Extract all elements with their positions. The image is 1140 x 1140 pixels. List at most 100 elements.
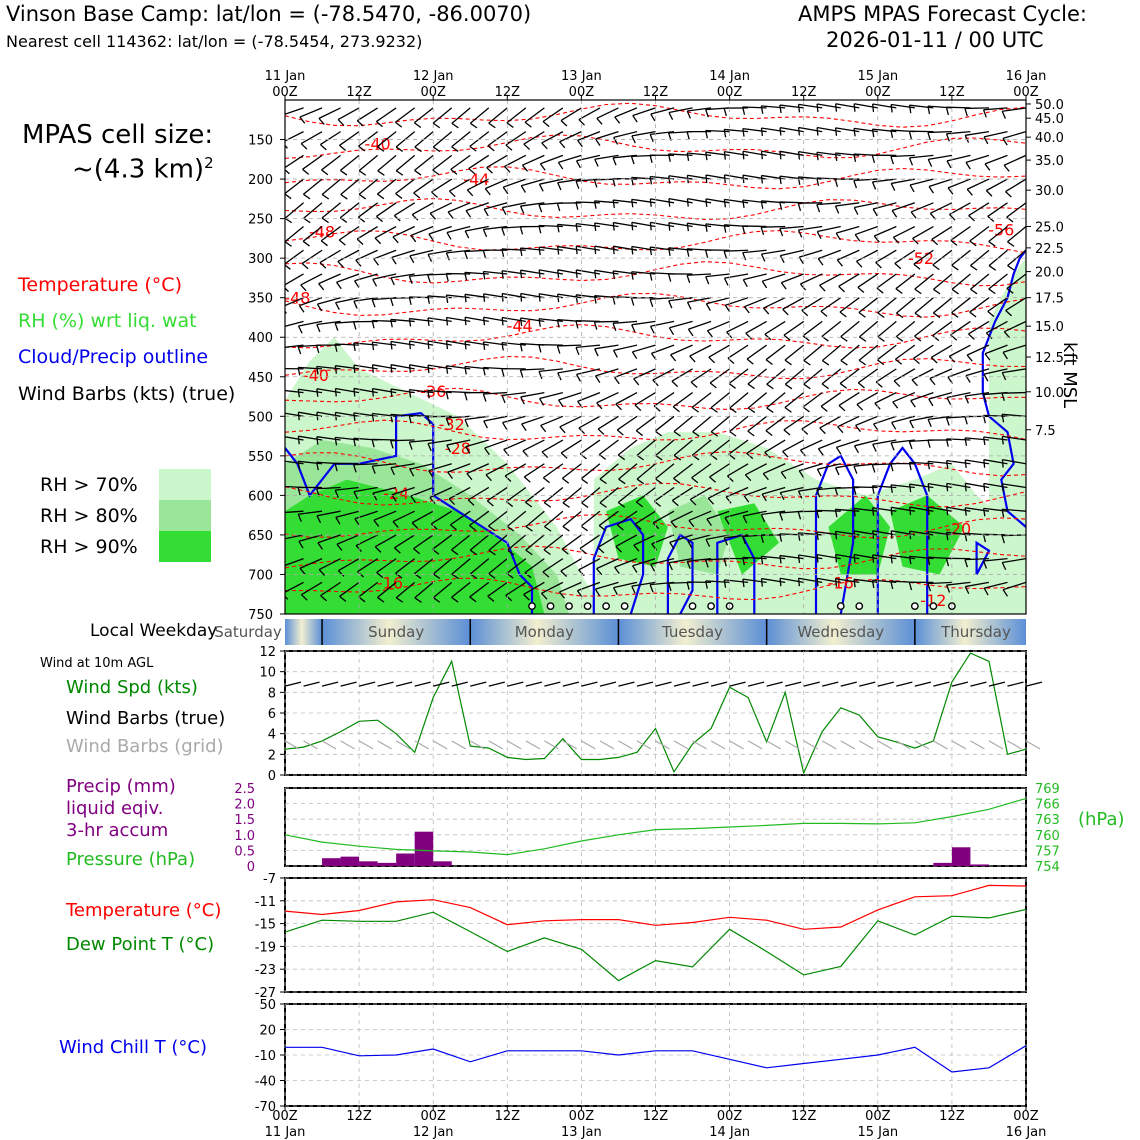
windchill-label: Wind Chill T (°C)	[59, 1037, 207, 1058]
wind-barb-feather	[819, 427, 826, 435]
wind-barb-feather	[450, 524, 457, 531]
wind-barb-staff	[673, 415, 693, 433]
wind-barb-feather	[668, 327, 675, 335]
wind-barb-feather	[280, 390, 281, 398]
wind-barb-staff	[779, 104, 804, 109]
wind-barb-staff	[409, 340, 434, 346]
wind-barb-staff	[965, 459, 990, 465]
wind-barb-feather	[890, 530, 893, 539]
windchill-panel-ytick-label: 20	[259, 1024, 276, 1039]
calm-wind-circle	[929, 602, 938, 610]
wind-barb-feather	[968, 215, 975, 222]
wind-barb-staff	[557, 269, 582, 275]
wind-barb-staff	[594, 222, 619, 228]
wind-barb-staff	[613, 221, 638, 228]
wind-barb-feather	[911, 379, 918, 387]
wind-barb-feather	[575, 180, 580, 189]
wind-barb-staff	[858, 297, 879, 314]
wind-barb-staff	[413, 107, 434, 124]
wind-barb-staff	[743, 273, 767, 281]
pressure-tick-label: 550	[248, 450, 273, 465]
wind-barb-staff	[932, 249, 953, 266]
wind-barb-staff	[285, 486, 286, 488]
wind-barb-feather	[797, 578, 801, 587]
wind-barb-feather	[464, 317, 467, 326]
wind-barb-feather	[519, 226, 524, 235]
wind-barb-staff	[784, 392, 805, 409]
wind-barb-staff	[969, 226, 990, 242]
wind-barb-feather	[594, 159, 599, 167]
wind-barb-feather	[264, 308, 269, 314]
wind-barb-staff	[687, 273, 712, 276]
pressure-tick-label: 150	[248, 134, 273, 149]
wind-barb-staff	[321, 202, 341, 219]
wind-barb-feather	[853, 207, 859, 215]
wind-barb-feather	[1001, 459, 1004, 468]
wind-barb-feather	[871, 129, 875, 138]
wind-barb-staff	[782, 439, 805, 452]
wind-barb-staff	[634, 392, 656, 406]
wind-barb-feather	[908, 582, 913, 591]
wind-barb-feather	[482, 293, 486, 302]
wind-barb-staff	[687, 534, 712, 542]
wind-barb-feather	[320, 595, 328, 602]
surface-wind-barb	[284, 681, 302, 687]
wind-barb-feather	[485, 474, 492, 482]
wind-barb-feather	[447, 471, 453, 479]
wind-barb-feather	[371, 413, 375, 422]
wind-barb-feather	[334, 388, 337, 397]
surface-wind-barb-grid	[840, 740, 856, 750]
wind-barb-feather	[432, 146, 441, 153]
wind-barb-staff	[742, 556, 767, 560]
wind-barb-staff	[372, 412, 397, 417]
wind-barb-staff	[372, 438, 397, 441]
wind-barb-staff	[987, 202, 1008, 217]
wind-barb-staff	[523, 463, 545, 478]
wind-barb-feather	[542, 571, 550, 578]
surface-wind-barb-grid	[636, 740, 652, 750]
wind-barb-feather	[909, 507, 912, 516]
wind-barb-feather	[335, 516, 341, 525]
wind-barb-staff	[909, 104, 934, 109]
calm-wind-circle	[688, 602, 697, 610]
wind-barb-staff	[488, 107, 508, 124]
wind-barb-staff	[465, 202, 489, 212]
wind-barb-feather	[765, 430, 773, 437]
wind-barb-feather	[502, 422, 508, 430]
wind-barb-feather	[464, 392, 468, 401]
wind-barb-feather	[297, 367, 301, 376]
wind-barb-feather	[303, 193, 311, 200]
wind-barb-staff	[835, 530, 860, 536]
wind-barb-staff	[506, 486, 527, 503]
wind-barb-feather	[334, 343, 338, 352]
wind-barb-staff	[782, 297, 805, 310]
surface-wind-barb-grid	[1007, 740, 1022, 750]
wind-barb-feather	[760, 151, 763, 160]
wind-barb-feather	[430, 523, 438, 530]
wind-barb-staff	[353, 463, 378, 466]
wind-barb-staff	[357, 558, 378, 573]
wind-barb-feather	[465, 446, 471, 454]
wind-barb-staff	[520, 292, 545, 299]
wind-barb-staff	[356, 107, 378, 122]
wind-barb-feather	[668, 112, 674, 120]
wind-barb-feather	[543, 549, 551, 555]
wind-barb-feather	[523, 594, 530, 601]
wind-barb-feather	[982, 109, 987, 118]
wind-barb-feather	[316, 388, 319, 397]
wind-barb-feather	[871, 507, 875, 516]
wind-barb-staff	[411, 510, 434, 524]
wind-barb-feather	[556, 345, 561, 354]
bottom-hour-label: 12Z	[791, 1109, 817, 1124]
wind-barb-feather	[908, 441, 913, 450]
wind-barb-feather	[524, 121, 532, 128]
wind-barb-feather	[503, 449, 510, 457]
wind-barb-feather	[280, 513, 283, 521]
wind-barb-staff	[780, 249, 804, 257]
wind-barb-feather	[857, 382, 865, 389]
wind-barb-feather	[358, 216, 366, 223]
wind-barb-staff	[724, 198, 749, 204]
wind-barb-staff	[557, 368, 582, 374]
wind-barb-staff	[761, 225, 786, 228]
wind-barb-feather	[1001, 483, 1004, 492]
